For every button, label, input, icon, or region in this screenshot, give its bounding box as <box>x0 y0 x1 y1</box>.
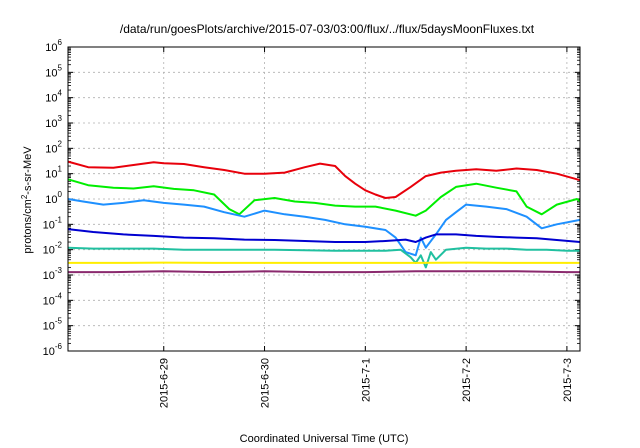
y-tick-label: 10-2 <box>43 241 63 257</box>
series-line-3 <box>67 198 581 257</box>
y-tick-base: 10 <box>43 321 55 333</box>
series-line-1 <box>67 160 581 199</box>
y-tick-base: 10 <box>43 245 55 257</box>
x-tick-label: 2015-6-29 <box>159 358 171 408</box>
y-tick-base: 10 <box>43 270 55 282</box>
plot-frame <box>67 46 581 352</box>
y-tick-base: 10 <box>45 169 57 181</box>
y-tick-base: 10 <box>45 93 57 105</box>
y-tick-base: 10 <box>45 194 57 206</box>
y-tick-label: 10-4 <box>43 291 63 307</box>
x-tick-label: 2015-7-2 <box>461 358 473 402</box>
series-line-2 <box>67 178 581 217</box>
y-tick-exponent: 3 <box>58 114 63 123</box>
y-tick-exponent: -4 <box>55 291 63 300</box>
y-tick-label: 10-3 <box>43 266 63 282</box>
y-axis-label: protons/cm2-s-sr-MeV <box>20 146 34 254</box>
y-tick-base: 10 <box>43 219 55 231</box>
y-tick-exponent: 4 <box>58 89 63 98</box>
y-tick-label: 105 <box>45 63 62 79</box>
y-tick-label: 10-5 <box>43 317 63 333</box>
y-tick-label: 10-6 <box>43 342 63 358</box>
y-tick-base: 10 <box>45 42 57 54</box>
y-tick-exponent: 6 <box>58 38 63 47</box>
y-tick-exponent: -6 <box>55 342 63 351</box>
y-tick-label: 101 <box>45 165 62 181</box>
series-line-7 <box>68 270 580 274</box>
grid <box>68 47 580 351</box>
y-axis-label-part2: -s-sr-MeV <box>22 146 34 195</box>
y-tick-label: 100 <box>45 190 62 206</box>
y-tick-label: 102 <box>45 139 62 155</box>
y-axis-label-superscript: 2 <box>20 194 29 199</box>
y-tick-base: 10 <box>45 118 57 130</box>
y-tick-label: 104 <box>45 89 62 105</box>
y-tick-label: 10-1 <box>43 215 63 231</box>
x-tick-label: 2015-7-1 <box>360 358 372 402</box>
y-tick-base: 10 <box>45 67 57 79</box>
x-tick-label: 2015-7-3 <box>562 358 574 402</box>
y-tick-base: 10 <box>43 346 55 358</box>
series-line-4 <box>67 228 581 243</box>
y-tick-exponent: -2 <box>55 241 63 250</box>
x-axis-ticks: 2015-6-29 2015-6-30 2015-7-1 2015-7-2 2015-7… <box>159 47 574 408</box>
x-axis-label: Coordinated Universal Time (UTC) <box>240 433 409 445</box>
y-tick-exponent: 1 <box>58 165 63 174</box>
y-tick-label: 106 <box>45 38 62 54</box>
y-tick-exponent: -1 <box>55 215 63 224</box>
y-tick-base: 10 <box>43 295 55 307</box>
y-axis-ticks: 10610510410310210110010-110-210-310-410-… <box>43 38 580 358</box>
x-tick-label: 2015-6-30 <box>260 358 272 408</box>
y-tick-exponent: -5 <box>55 317 63 326</box>
data-series <box>67 160 581 274</box>
chart-title: /data/run/goesPlots/archive/2015-07-03/0… <box>120 22 535 36</box>
y-tick-exponent: 2 <box>58 139 63 148</box>
y-tick-exponent: 0 <box>58 190 63 199</box>
y-tick-exponent: -3 <box>55 266 63 275</box>
y-axis-label-part1: protons/cm <box>22 199 34 253</box>
y-tick-exponent: 5 <box>58 63 63 72</box>
series-line-5 <box>67 246 580 269</box>
y-tick-base: 10 <box>45 143 57 155</box>
y-tick-label: 103 <box>45 114 62 130</box>
